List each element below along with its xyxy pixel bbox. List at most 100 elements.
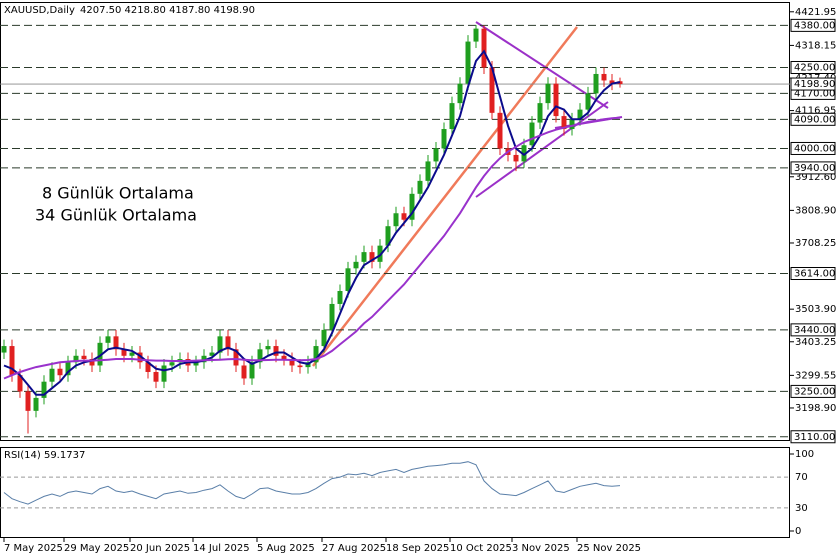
candle-body <box>201 355 207 363</box>
candle-body <box>353 261 359 269</box>
candle-body <box>377 245 383 262</box>
candle-body <box>9 346 15 376</box>
candle-body <box>601 73 607 81</box>
moving-average <box>3 49 621 396</box>
y-tick-label: 4116.95 <box>795 106 836 117</box>
y-tick-label: 3808.90 <box>795 205 836 216</box>
level-label: 4170.00 <box>794 88 835 99</box>
level-box <box>790 112 836 126</box>
candle-body <box>209 352 215 356</box>
rsi-tick-label: 30 <box>795 503 808 514</box>
candle-body <box>561 116 567 130</box>
y-tick-label: 3503.90 <box>795 304 836 315</box>
candle-body <box>169 362 175 366</box>
candle-body <box>417 180 423 194</box>
level-label: 4250.00 <box>794 62 835 73</box>
ohlc: 4207.50 4218.80 4187.80 4198.90 <box>80 5 255 16</box>
rsi-tick-label: 70 <box>795 472 808 483</box>
level-box <box>790 60 836 74</box>
candle-body <box>57 368 63 376</box>
candle-body <box>393 213 399 227</box>
candle-body <box>265 346 271 350</box>
candle-body <box>193 362 199 366</box>
candle-body <box>217 336 223 353</box>
y-tick-label: 4318.15 <box>795 40 836 51</box>
candle-body <box>81 355 87 360</box>
current-price-label: 4198.90 <box>794 79 835 90</box>
y-tick-label: 3299.55 <box>795 370 836 381</box>
candle-body <box>609 80 615 84</box>
rsi-tick-label: 0 <box>795 526 801 537</box>
trendline <box>312 26 578 367</box>
rsi-panel <box>0 447 790 538</box>
candle-body <box>569 119 575 130</box>
level-box <box>790 18 836 32</box>
candle-body <box>401 213 407 220</box>
candle-body <box>153 371 159 382</box>
price-panel <box>0 2 790 441</box>
candle-body <box>553 83 559 117</box>
candle-body <box>89 359 95 366</box>
candle-body <box>321 329 327 347</box>
level-box <box>790 430 836 444</box>
candle-body <box>449 103 455 130</box>
candle-body <box>529 122 535 146</box>
candle-body <box>313 346 319 363</box>
trendline <box>475 101 609 198</box>
candle-body <box>73 355 79 363</box>
x-tick-label: 27 Aug 2025 <box>322 543 386 554</box>
level-box <box>790 161 836 175</box>
candle-body <box>337 290 343 304</box>
level-box <box>790 384 836 398</box>
candle-body <box>41 381 47 398</box>
candle-body <box>297 365 303 368</box>
candle-body <box>545 83 551 104</box>
candle-body <box>433 148 439 162</box>
candle-body <box>225 336 231 350</box>
candle-body <box>465 41 471 84</box>
candle-body <box>129 352 135 356</box>
candle-body <box>497 112 503 149</box>
rsi-line <box>3 461 621 505</box>
candle-body <box>425 161 431 181</box>
candle-body <box>121 349 127 356</box>
x-tick-label: 20 Jun 2025 <box>130 543 190 554</box>
x-tick-label: 25 Nov 2025 <box>577 543 641 554</box>
candle-body <box>289 359 295 366</box>
level-label: 4000.00 <box>794 143 835 154</box>
candle-body <box>409 193 415 220</box>
x-tick-label: 7 May 2025 <box>4 543 63 554</box>
y-tick-label: 4421.95 <box>795 7 836 18</box>
candle-body <box>241 365 247 379</box>
x-tick-label: 3 Nov 2025 <box>512 543 570 554</box>
candle-body <box>361 252 367 262</box>
candle-body <box>105 336 111 343</box>
candle-body <box>593 73 599 94</box>
candle-body <box>97 342 103 366</box>
level-label: 3440.00 <box>794 325 835 336</box>
candle-body <box>513 154 519 162</box>
x-tick-label: 14 Jul 2025 <box>193 543 250 554</box>
level-label: 4090.00 <box>794 114 835 125</box>
y-tick-label: 3708.25 <box>795 238 836 249</box>
x-tick-label: 5 Aug 2025 <box>257 543 315 554</box>
candle-body <box>457 83 463 104</box>
candle-body <box>585 93 591 110</box>
candle-body <box>577 109 583 120</box>
level-label: 3940.00 <box>794 163 835 174</box>
candle-body <box>233 349 239 366</box>
candle-body <box>161 365 167 382</box>
candle-body <box>537 103 543 123</box>
candle-body <box>249 362 255 379</box>
level-box <box>790 141 836 155</box>
candle-body <box>17 375 23 392</box>
candle-body <box>329 303 335 330</box>
legend-entry: 8 Günlük Ortalama <box>42 184 194 203</box>
candle-body <box>25 391 31 411</box>
y-tick-label: 3198.90 <box>795 403 836 414</box>
moving-average <box>3 116 621 380</box>
level-label: 4380.00 <box>794 20 835 31</box>
candle-body <box>281 355 287 360</box>
